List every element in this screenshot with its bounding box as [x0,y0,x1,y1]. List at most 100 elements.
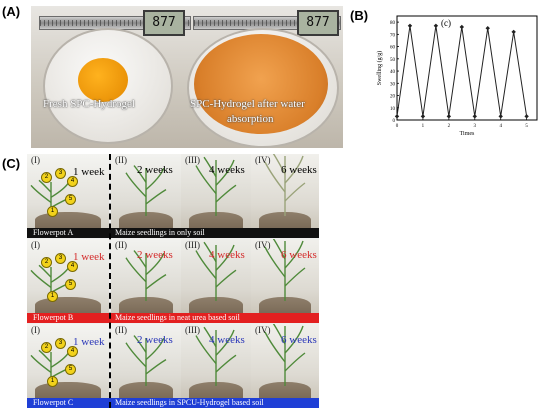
y-tick-label: 40 [390,70,396,75]
seedling-row-1: (I) 1 week 1 2 3 4 5 (II) 2 weeks (III) 4 weeks (IV… [27,154,319,238]
caption-bar: Flowerpot B Maize seedlings in neat urea … [27,313,319,323]
maize-plant-icon [264,324,306,386]
data-point [485,26,490,31]
y-axis-label: Swelling (g/g) [376,51,383,86]
maize-plant-icon [264,239,306,301]
seedling-photo: (II) 2 weeks [111,154,181,238]
panel-numeral: (I) [31,155,40,165]
swollen-hydrogel [194,34,328,134]
panel-label-b: (B) [350,8,369,23]
maize-plant-icon [125,165,167,216]
y-tick-label: 20 [390,95,396,100]
seedling-photo: (IV) 6 weeks [251,239,319,323]
week-label: 6 weeks [281,334,317,346]
x-axis-label: Times [460,131,475,137]
flowerpot-label: Flowerpot A [33,228,74,237]
panel-a-photo: 877 877 Fresh SPC-Hydrogel SPC-Hydrogel … [31,6,343,148]
seedling-photo: (IV) 6 weeks [251,324,319,408]
panel-numeral: (II) [115,155,127,165]
data-point [524,114,529,119]
week-label: 4 weeks [209,249,245,261]
y-tick-label: 10 [390,107,396,112]
leaf-number-badge: 5 [65,194,76,205]
x-tick-label: 1 [422,124,425,129]
panel-numeral: (III) [185,240,200,250]
data-point [407,23,413,28]
seedling-photo: (II) 2 weeks [111,324,181,408]
plot-frame [396,15,538,121]
maize-plant-icon [264,154,306,216]
panel-numeral: (III) [185,155,200,165]
leaf-number-badge: 2 [41,342,52,353]
x-tick-label: 2 [448,124,451,129]
seedling-row-2: (I) 1 week 1 2 3 4 5 (II) 2 weeks (III) 4 weeks (IV… [27,239,319,323]
x-tick-label: 3 [474,124,477,129]
swelling-chart: 0 10 20 30 40 50 60 70 80 0 1 2 3 4 5 (c) Times Swell… [376,15,538,137]
seedling-photo: (III) 4 weeks [181,239,251,323]
week-label: 1 week [73,336,105,348]
data-point [498,114,503,119]
panel-numeral: (IV) [255,325,271,335]
y-tick-label: 50 [390,58,396,63]
y-tick-label: 30 [390,82,396,87]
week-label: 4 weeks [209,334,245,346]
leaf-number-badge: 5 [65,279,76,290]
data-point [446,114,452,119]
dashed-divider [109,154,111,408]
condition-label: Maize seedlings in neat urea based soil [115,313,240,322]
panel-numeral: (I) [31,325,40,335]
panel-numeral: (II) [115,325,127,335]
week-label: 6 weeks [281,164,317,176]
data-point [420,114,426,119]
caption-fresh: Fresh SPC-Hydrogel [43,98,135,110]
seedling-photo: (IV) 6 weeks [251,154,319,238]
data-point [433,23,439,28]
week-label: 1 week [73,251,105,263]
data-point [472,114,477,119]
panel-label-a: (A) [2,4,21,19]
leaf-number-badge: 3 [55,253,66,264]
panel-numeral: (IV) [255,155,271,165]
panel-numeral: (I) [31,240,40,250]
maize-plant-icon [195,156,237,216]
leaf-number-badge: 4 [67,261,78,272]
leaf-number-badge: 1 [47,376,58,387]
data-point [459,24,465,30]
leaf-number-badge: 3 [55,338,66,349]
y-axis-ticks: 0 10 20 30 40 50 60 70 80 [390,21,399,124]
panel-numeral: (II) [115,240,127,250]
data-points [394,23,529,119]
panel-numeral: (III) [185,325,200,335]
data-point [511,29,516,35]
x-tick-label: 4 [499,124,502,129]
y-tick-label: 70 [390,33,396,38]
seedling-photo: (III) 4 weeks [181,324,251,408]
inner-label: (c) [441,18,451,28]
leaf-number-badge: 4 [67,176,78,187]
leaf-number-badge: 5 [65,364,76,375]
maize-plant-icon [195,326,237,386]
seedling-photo: (II) 2 weeks [111,239,181,323]
week-label: 2 weeks [137,164,173,176]
leaf-number-badge: 1 [47,291,58,302]
seedling-photo: (III) 4 weeks [181,154,251,238]
caption-after-absorption-line1: SPC-Hydrogel after water [190,98,305,110]
fresh-hydrogel [78,58,128,102]
week-label: 2 weeks [137,249,173,261]
maize-plant-icon [195,241,237,301]
seedling-photo: (I) 1 week 1 2 3 4 5 [27,324,109,408]
leaf-number-badge: 2 [41,257,52,268]
series-line [396,25,528,117]
panel-numeral: (IV) [255,240,271,250]
y-tick-label: 0 [393,119,396,124]
leaf-number-badge: 3 [55,168,66,179]
flowerpot-label: Flowerpot C [33,398,74,407]
caption-bar: Flowerpot A Maize seedlings in only soil [27,228,319,238]
seedling-photo: (I) 1 week 1 2 3 4 5 [27,239,109,323]
y-tick-label: 60 [390,46,396,51]
week-label: 2 weeks [137,334,173,346]
caliper-readout-right: 877 [297,10,339,36]
maize-plant-icon [125,250,167,301]
maize-plant-icon [125,335,167,386]
x-tick-label: 0 [396,124,399,129]
